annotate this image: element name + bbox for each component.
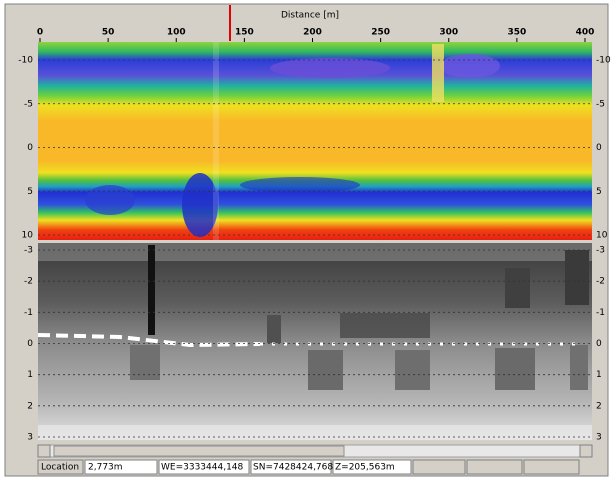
anomaly [270,58,390,78]
y-tick-label: 1 [27,370,33,380]
x-tick-label: 350 [507,28,526,38]
x-tick-label: 100 [167,28,186,38]
y-ticks: -10 -10-5 -50 05 510 10-3 -3-2 -2-1 -10 01 12 23 3 [18,56,611,443]
radar-image [38,243,592,440]
y-tick-label: 5 [596,187,602,197]
status-cell [523,459,580,475]
anomaly [240,177,360,193]
y-tick-label: -10 [18,56,33,66]
bottom-panel [37,243,592,440]
scrollbar [37,444,593,458]
patch [308,350,343,390]
x-tick-label: 300 [439,28,458,38]
y-tick-label: -5 [24,99,33,109]
patch [495,348,535,390]
patch [267,315,281,343]
y-tick-label: -2 [24,277,33,287]
y-tick-label: 0 [596,339,602,349]
status-sn: SN=7428424,768 [253,463,333,473]
patch [505,268,530,308]
x-tick-label: 50 [102,28,115,38]
x-tick-label: 0 [37,28,43,38]
y-tick-label: 3 [27,433,33,443]
status-cell [84,459,158,475]
y-tick-label: 10 [22,231,34,241]
x-tick-label: 200 [303,28,322,38]
status-cell [332,459,412,475]
y-tick-label: 3 [596,433,602,443]
x-tick-label: 150 [235,28,254,38]
y-tick-label: 0 [27,339,33,349]
band [38,425,592,440]
x-tick-label: 250 [371,28,390,38]
status-cell [466,459,523,475]
y-tick-label: 1 [596,370,602,380]
anomaly [432,44,444,102]
y-tick-label: -10 [596,56,611,66]
y-tick-label: -2 [596,277,605,287]
status-location: 2,773m [88,463,123,473]
patch [565,250,589,305]
y-tick-label: -1 [596,308,605,318]
patch [395,350,430,390]
status-we: WE=3333444,148 [161,463,244,473]
y-tick-label: 10 [596,231,608,241]
anomaly [148,245,155,335]
status-label: Location [41,463,79,473]
scroll-left[interactable] [37,444,51,458]
y-tick-label: -5 [596,99,605,109]
top-panel [38,42,592,240]
interface-line [37,333,261,348]
y-tick-label: -3 [596,246,605,256]
y-tick-label: -1 [24,308,33,318]
y-tick-label: 2 [27,401,33,411]
status-cell [37,459,84,475]
anomaly [85,185,135,215]
x-tick-label: 400 [576,28,595,38]
axis-title: Distance [m] [281,11,339,21]
status-cell [158,459,250,475]
x-ticks: 0 50 100 150 200 250 300 350 400 [37,28,595,42]
y-tick-label: 2 [596,401,602,411]
band [38,243,592,261]
y-tick-label: -3 [24,246,33,256]
patch [340,313,430,338]
y-tick-label: 0 [596,143,602,153]
patch [130,345,160,380]
patch [570,345,588,390]
anomaly [182,173,218,237]
scroll-right[interactable] [579,444,593,458]
status-cell [250,459,332,475]
y-tick-label: 0 [27,143,33,153]
status-bar: Location 2,773m WE=3333444,148 SN=742842… [37,459,580,475]
status-cell [412,459,466,475]
y-tick-label: 5 [27,187,33,197]
scroll-thumb[interactable] [53,445,345,457]
stripe [213,42,219,240]
anomaly [440,54,500,78]
status-z: Z=205,563m [335,463,395,473]
